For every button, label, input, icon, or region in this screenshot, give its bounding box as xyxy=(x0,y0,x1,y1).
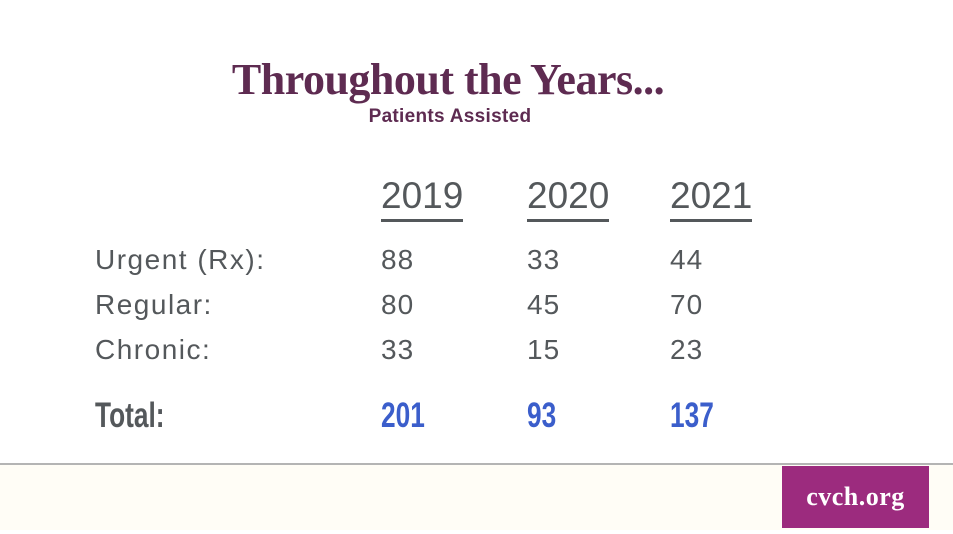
slide-title: Throughout the Years... xyxy=(231,55,665,104)
divider-line xyxy=(0,463,953,465)
column-header-2019: 2019 xyxy=(381,175,464,222)
chronic-value-2020: 15 xyxy=(527,334,561,365)
column-header-2021: 2021 xyxy=(670,175,753,222)
urgent-value-2020: 33 xyxy=(527,244,561,275)
total-value-2019: 201 xyxy=(381,396,425,435)
footer-badge: cvch.org xyxy=(782,466,929,528)
table-row-chronic: Chronic: 33 15 23 xyxy=(95,336,810,364)
year-header-row: 2019 2020 2021 xyxy=(95,175,810,222)
total-value-2021: 137 xyxy=(670,396,714,435)
table-row-urgent: Urgent (Rx): 88 33 44 xyxy=(95,246,810,274)
chronic-value-2021: 23 xyxy=(670,334,704,365)
regular-value-2019: 80 xyxy=(381,289,415,320)
regular-value-2021: 70 xyxy=(670,289,704,320)
total-label: Total: xyxy=(95,396,165,435)
row-label-chronic: Chronic: xyxy=(95,334,212,365)
table-row-total: Total: 201 93 137 xyxy=(95,398,810,433)
slide-subtitle: Patients Assisted xyxy=(368,106,532,127)
row-label-regular: Regular: xyxy=(95,289,213,320)
chronic-value-2019: 33 xyxy=(381,334,415,365)
urgent-value-2021: 44 xyxy=(670,244,704,275)
footer-link-label: cvch.org xyxy=(806,482,905,511)
total-value-2020: 93 xyxy=(527,396,557,435)
table-row-regular: Regular: 80 45 70 xyxy=(95,291,810,319)
regular-value-2020: 45 xyxy=(527,289,561,320)
urgent-value-2019: 88 xyxy=(381,244,415,275)
row-label-urgent: Urgent (Rx): xyxy=(95,244,266,275)
column-header-2020: 2020 xyxy=(527,175,610,222)
